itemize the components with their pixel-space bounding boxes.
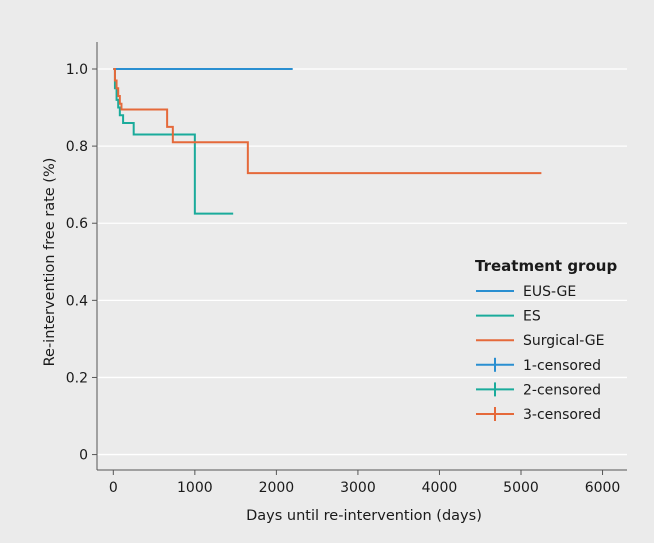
y-axis-label: Re-intervention free rate (%) [42,158,58,367]
legend-label: 2-censored [523,382,601,398]
x-tick-label: 6000 [585,480,621,496]
x-tick-label: 1000 [177,480,213,496]
y-tick-label: 0.2 [66,370,88,386]
legend-label: Surgical-GE [523,333,604,349]
axes: 0 0.2 0.4 0.6 0.8 1.0 0 1000 2000 3000 4000 5000 600… [66,42,627,496]
y-tick-label: 1.0 [66,62,88,78]
x-tick-label: 5000 [503,480,539,496]
y-tick-label: 0.6 [66,216,88,232]
y-tick-label: 0.4 [66,293,88,309]
legend-label: EUS-GE [523,284,576,300]
legend-title: Treatment group [475,257,617,275]
series-line-surgical-ge [113,67,542,175]
series-lines [113,67,542,215]
x-tick-label: 3000 [340,480,376,496]
legend-label: ES [523,309,541,325]
x-axis-label: Days until re-intervention (days) [246,508,482,524]
legend-label: 1-censored [523,358,601,374]
grid-lines [97,68,627,456]
y-tick-label: 0.8 [66,139,88,155]
legend: Treatment group EUS-GE ES Surgical-GE 1-cen… [475,257,617,423]
y-tick-label: 0 [79,448,88,464]
x-tick-label: 0 [109,480,118,496]
x-tick-label: 2000 [259,480,295,496]
legend-label: 3-censored [523,407,601,423]
x-tick-label: 4000 [422,480,458,496]
